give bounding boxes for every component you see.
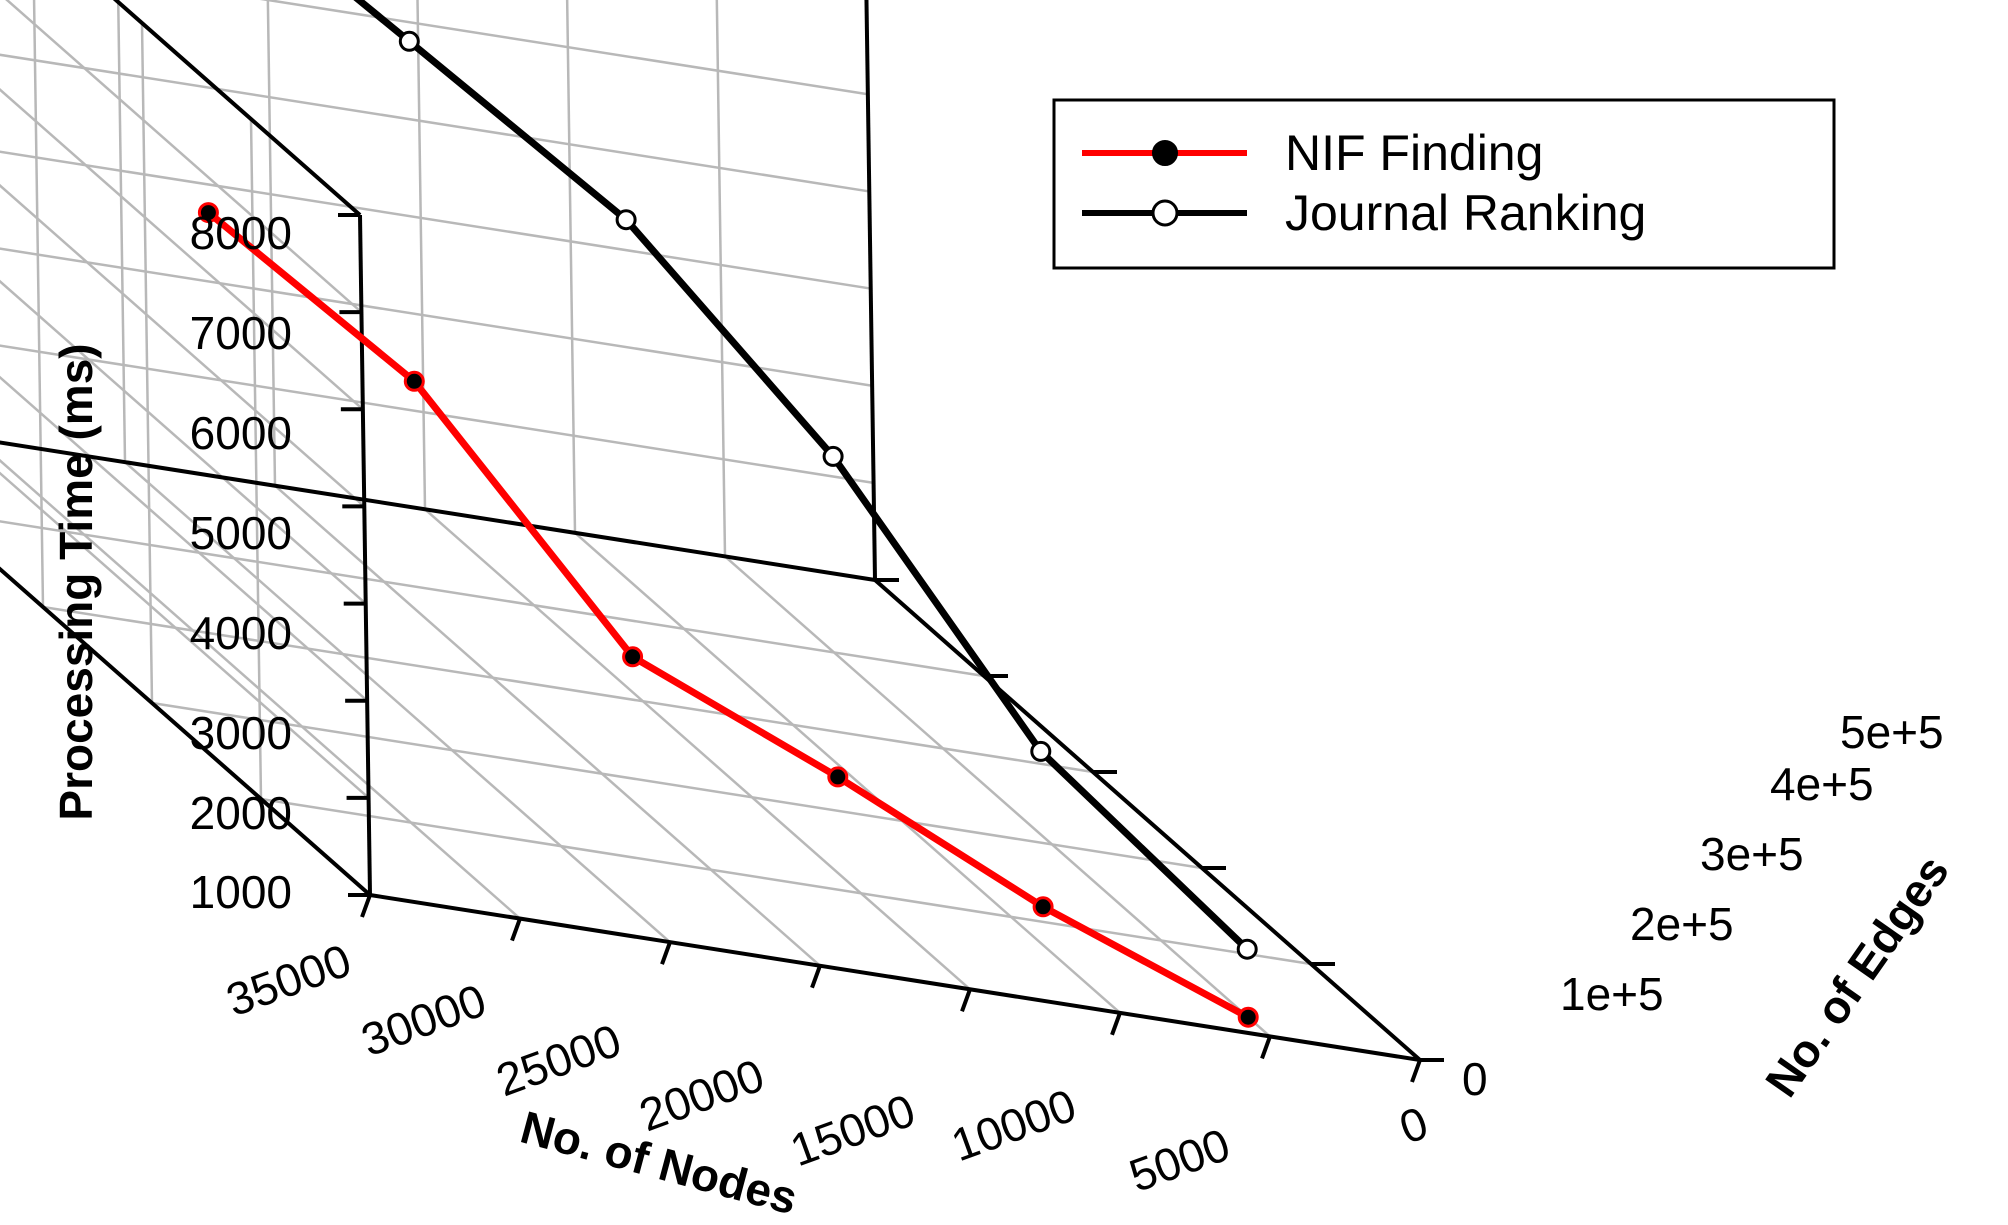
x-tick-mark	[360, 894, 372, 918]
floor-gridline	[0, 458, 521, 920]
x-axis-ticks: 35000 30000 25000 20000 15000 10000 5000…	[220, 934, 1435, 1202]
x-tick-mark	[510, 917, 522, 942]
floor-gridline	[260, 797, 1312, 966]
left-wall-gridline	[0, 471, 370, 799]
data-point-nif-finding	[403, 370, 425, 392]
z-tick-label: 5000	[190, 507, 292, 559]
data-point-journal-ranking	[398, 30, 420, 52]
x-tick-mark	[1260, 1035, 1272, 1060]
floor-gridline	[151, 701, 1203, 870]
y-axis-line	[873, 578, 1422, 1062]
floor-gridline	[0, 520, 985, 678]
data-point-journal-ranking	[1236, 938, 1258, 960]
left-wall-gridline	[140, 22, 154, 704]
floor-gridline	[424, 508, 971, 991]
x-tick-label: 20000	[633, 1049, 771, 1142]
z-tick-label: 8000	[190, 207, 292, 259]
floor-gridline	[42, 605, 1094, 774]
data-point-nif-finding	[622, 646, 644, 668]
z-tick-label: 2000	[190, 787, 292, 839]
data-point-journal-ranking	[615, 209, 637, 231]
z-tick-label: 4000	[190, 607, 292, 659]
legend-box	[1052, 98, 1836, 270]
left-wall-gridline	[113, 0, 361, 216]
plot-area	[197, 0, 1259, 1028]
x-tick-label: 15000	[784, 1084, 922, 1177]
floor-gridline	[0, 441, 876, 582]
back-wall-right-edge	[864, 0, 877, 581]
data-point-nif-finding	[197, 202, 219, 224]
back-wall-gridline	[259, 0, 869, 96]
back-wall-gridline	[565, 0, 577, 533]
left-wall-gridline	[0, 375, 368, 702]
floor-gridline	[574, 531, 1121, 1014]
x-tick-label: 25000	[490, 1014, 628, 1107]
series-line-nif-finding	[204, 209, 1252, 1021]
x-tick-label: 10000	[945, 1079, 1083, 1172]
z-axis-line	[358, 214, 372, 896]
z-tick-label: 7000	[190, 307, 292, 359]
x-axis-line	[369, 893, 1421, 1062]
floor-gridline	[724, 555, 1271, 1038]
x-tick-mark	[810, 965, 822, 989]
back-wall-bottom-edge	[0, 440, 876, 582]
data-point-nif-finding	[827, 766, 849, 788]
x-tick-label: 5000	[1123, 1118, 1237, 1202]
data-point-journal-ranking	[1030, 740, 1052, 762]
floor-gridline	[124, 461, 671, 944]
data-point-nif-finding	[1032, 896, 1054, 918]
z-tick-label: 6000	[190, 407, 292, 459]
y-tick-label: 2e+5	[1630, 898, 1734, 950]
data-point-journal-ranking	[822, 445, 844, 467]
axis-frame	[0, 0, 1444, 1083]
y-tick-label: 4e+5	[1770, 758, 1874, 810]
back-wall-gridline	[0, 441, 876, 582]
series-line-journal-ranking	[353, 0, 1251, 953]
y-tick-label: 3e+5	[1700, 828, 1804, 880]
z-tick-label: 3000	[190, 707, 292, 759]
legend: NIF Finding Journal Ranking	[1052, 98, 1836, 270]
x-tick-mark	[660, 941, 672, 965]
y-tick-label: 0	[1462, 1053, 1488, 1105]
left-wall-gridline	[32, 0, 45, 608]
left-wall-gridline	[5, 0, 363, 314]
legend-label-nif-finding: NIF Finding	[1285, 125, 1543, 181]
back-wall-gridline	[416, 0, 427, 510]
back-wall-gridline	[116, 0, 127, 463]
y-axis-ticks: 0 1e+5 2e+5 3e+5 4e+5 5e+5	[1462, 706, 1944, 1105]
x-tick-label: 30000	[355, 974, 493, 1067]
back-wall-gridline	[266, 0, 277, 486]
y-tick-label: 1e+5	[1560, 968, 1664, 1020]
x-tick-mark	[960, 988, 972, 1012]
back-wall-gridline	[715, 0, 727, 557]
left-wall-top-edge	[112, 0, 362, 217]
legend-marker-journal-ranking	[1151, 199, 1179, 227]
back-wall-gridline	[0, 344, 874, 485]
left-wall-gridline	[0, 279, 367, 605]
z-axis-ticks: 1000 2000 3000 4000 5000 6000 7000 8000	[190, 207, 292, 918]
back-wall-gridline	[0, 247, 873, 387]
legend-marker-nif-finding	[1152, 140, 1178, 166]
x-tick-mark	[1110, 1012, 1122, 1036]
left-wall-gridline	[249, 118, 263, 800]
z-tick-label: 1000	[190, 866, 292, 918]
left-wall-bottom-edge	[0, 566, 372, 897]
back-wall-gridline	[0, 150, 871, 290]
z-axis-title: Processing Time (ms)	[50, 343, 102, 820]
x-tick-label: 35000	[220, 934, 358, 1027]
y-tick-label: 5e+5	[1840, 706, 1944, 758]
y-axis-title: No. of Edges	[1755, 846, 1959, 1106]
back-wall-gridline	[0, 53, 870, 193]
legend-label-journal-ranking: Journal Ranking	[1285, 185, 1646, 241]
data-point-nif-finding	[1237, 1006, 1259, 1028]
x-tick-mark	[1410, 1059, 1422, 1083]
x-tick-label: 0	[1393, 1096, 1435, 1154]
